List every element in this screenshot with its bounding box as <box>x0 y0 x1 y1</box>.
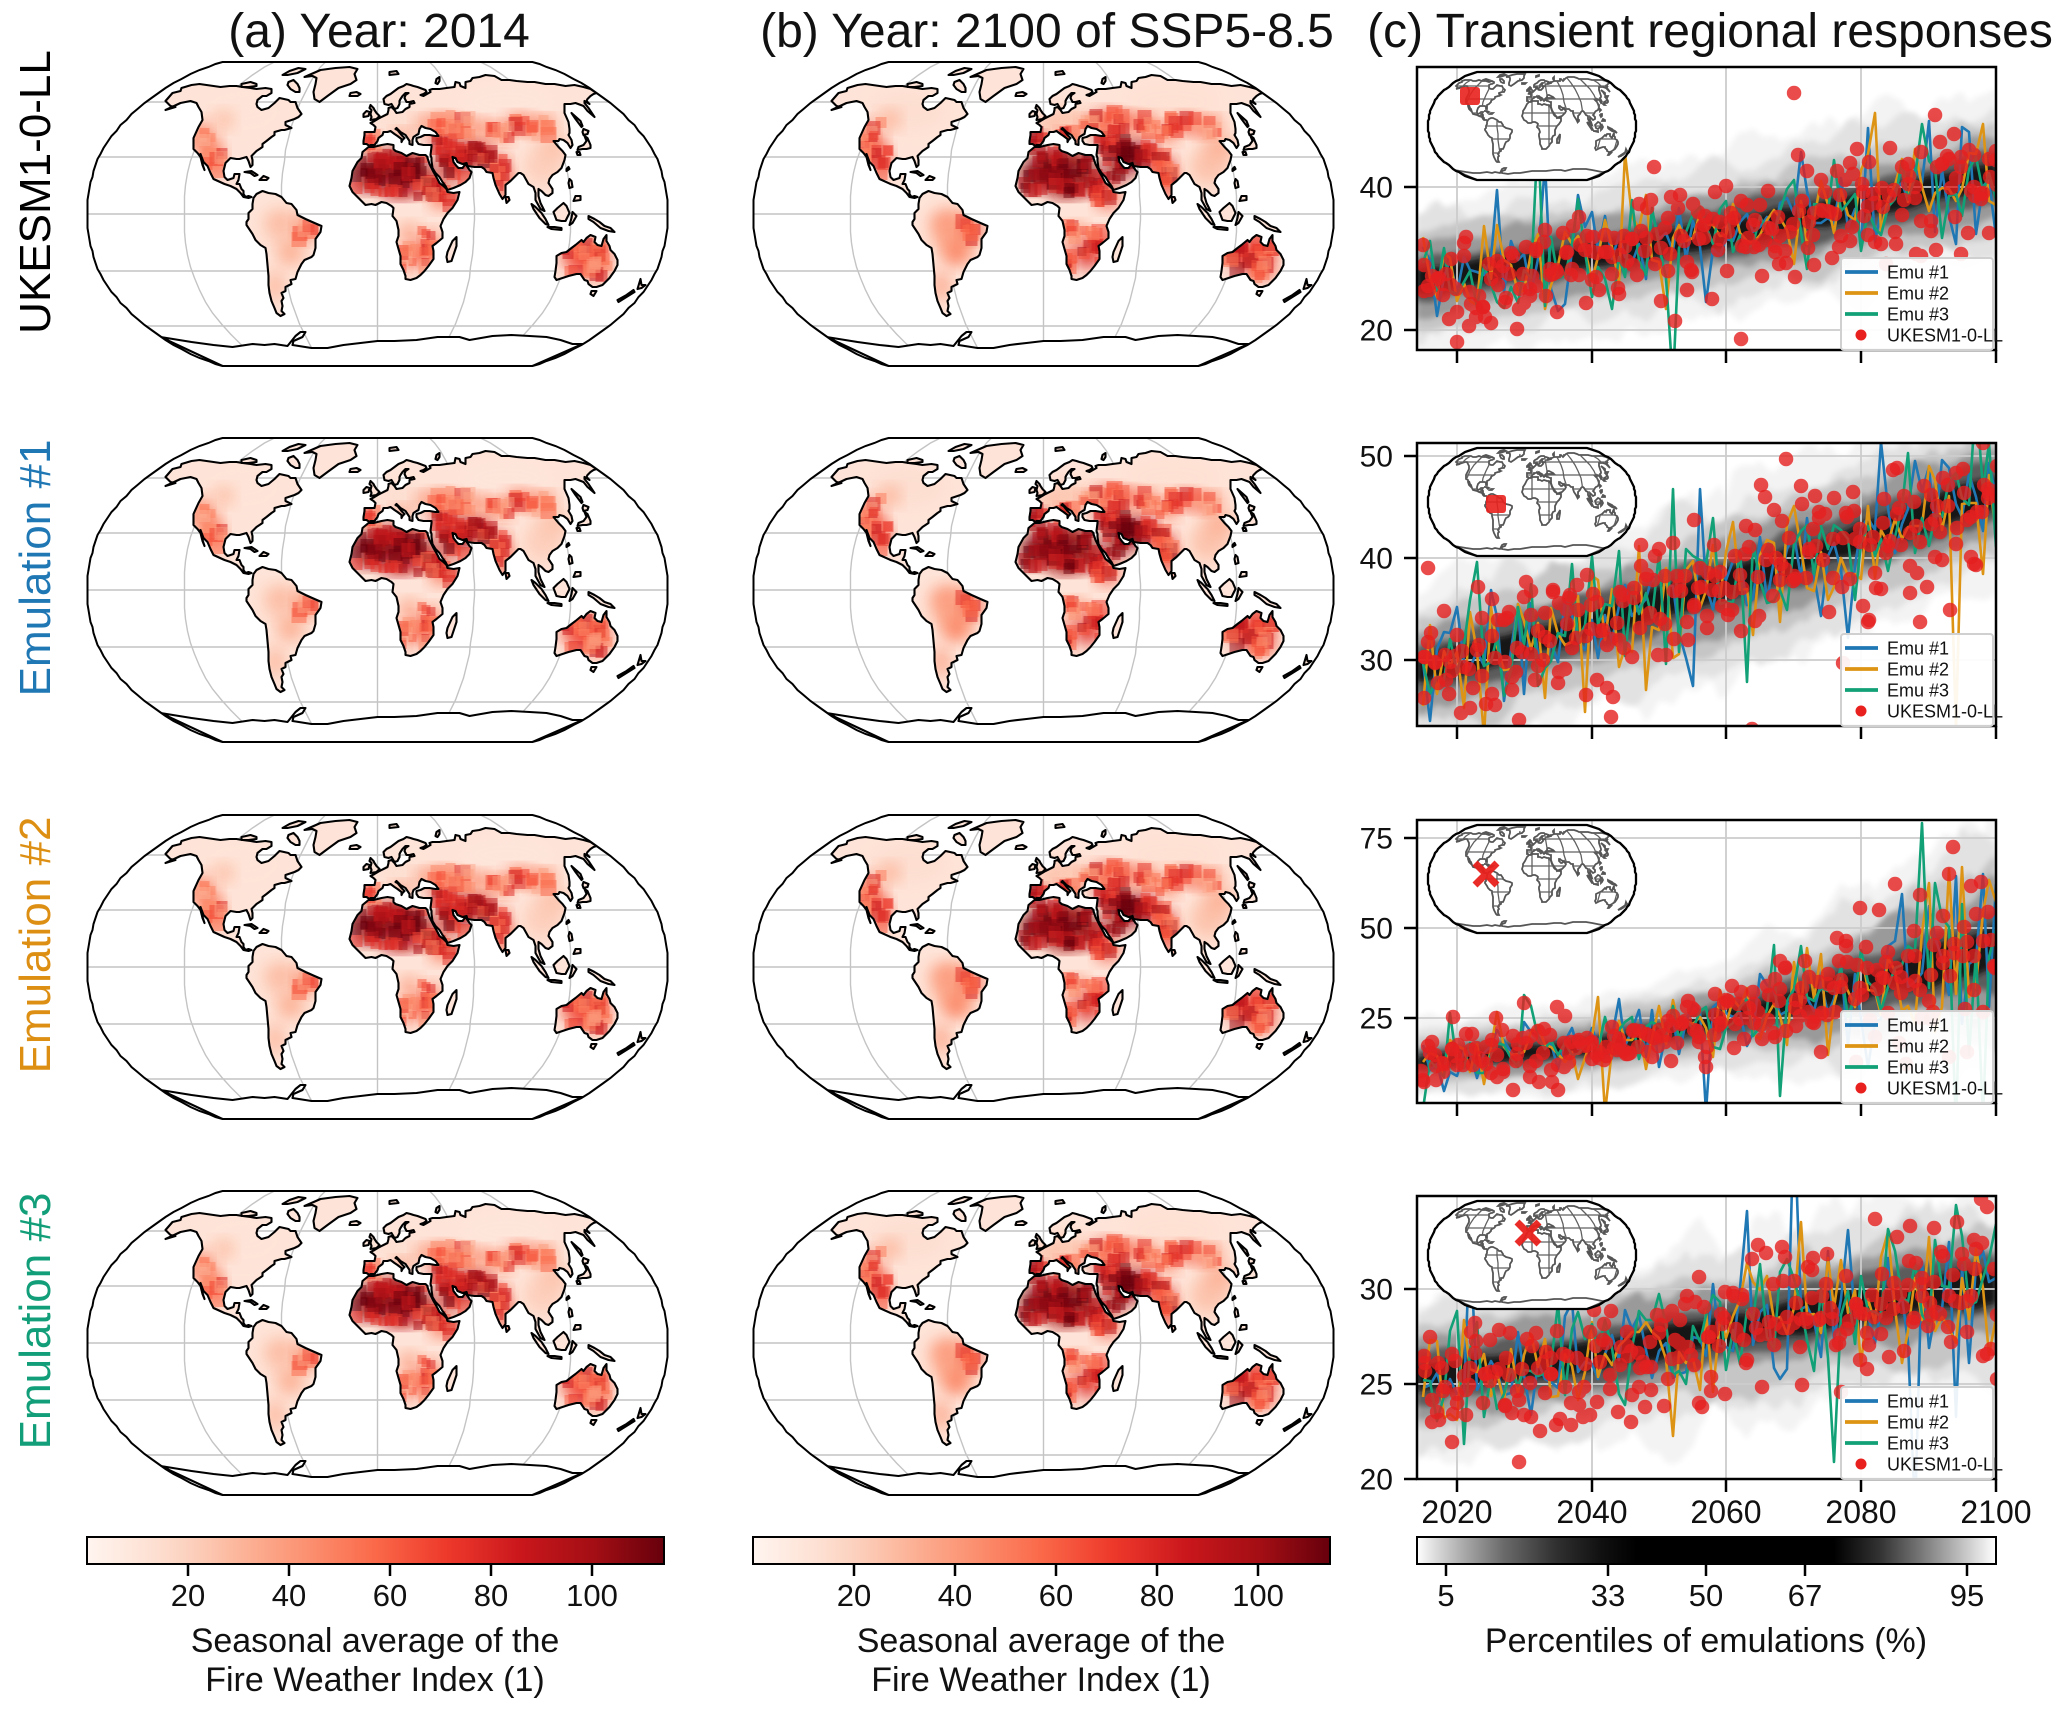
svg-text:67: 67 <box>1788 1578 1822 1613</box>
svg-text:5: 5 <box>1437 1578 1454 1613</box>
svg-text:(b) Year: 2100 of SSP5-8.5: (b) Year: 2100 of SSP5-8.5 <box>760 5 1334 58</box>
svg-text:Fire Weather Index (1): Fire Weather Index (1) <box>205 1661 545 1699</box>
svg-text:Emu #3: Emu #3 <box>1887 681 1949 701</box>
svg-text:Emu #1: Emu #1 <box>1887 639 1949 659</box>
svg-text:UKESM1-0-LL: UKESM1-0-LL <box>1887 1455 2003 1475</box>
svg-text:2080: 2080 <box>1825 1494 1896 1530</box>
svg-text:75: 75 <box>1360 823 1393 856</box>
svg-text:100: 100 <box>566 1578 618 1613</box>
svg-text:20: 20 <box>1360 315 1393 348</box>
svg-text:2100: 2100 <box>1960 1494 2031 1530</box>
svg-text:2040: 2040 <box>1556 1494 1627 1530</box>
svg-text:50: 50 <box>1360 913 1393 946</box>
svg-text:30: 30 <box>1360 1274 1393 1307</box>
svg-text:Emu #2: Emu #2 <box>1887 1413 1949 1433</box>
svg-text:100: 100 <box>1232 1578 1284 1613</box>
svg-text:Emu #3: Emu #3 <box>1887 1434 1949 1454</box>
svg-text:95: 95 <box>1950 1578 1984 1613</box>
svg-text:Emulation #1: Emulation #1 <box>11 440 60 697</box>
svg-text:Emu #3: Emu #3 <box>1887 1058 1949 1078</box>
svg-text:20: 20 <box>171 1578 205 1613</box>
svg-text:50: 50 <box>1689 1578 1723 1613</box>
svg-text:Seasonal average of the: Seasonal average of the <box>857 1622 1226 1660</box>
svg-text:40: 40 <box>1360 543 1393 576</box>
svg-text:25: 25 <box>1360 1003 1393 1036</box>
svg-text:Emu #2: Emu #2 <box>1887 284 1949 304</box>
svg-text:20: 20 <box>837 1578 871 1613</box>
svg-text:Emulation #3: Emulation #3 <box>11 1193 60 1450</box>
svg-text:UKESM1-0-LL: UKESM1-0-LL <box>1887 326 2003 346</box>
svg-text:25: 25 <box>1360 1369 1393 1402</box>
svg-text:UKESM1-0-LL: UKESM1-0-LL <box>1887 1079 2003 1099</box>
svg-text:(a) Year: 2014: (a) Year: 2014 <box>228 5 530 58</box>
svg-text:Emu #2: Emu #2 <box>1887 660 1949 680</box>
svg-text:UKESM1-0-LL: UKESM1-0-LL <box>11 50 60 334</box>
svg-text:Emu #1: Emu #1 <box>1887 263 1949 283</box>
svg-text:Emu #1: Emu #1 <box>1887 1392 1949 1412</box>
svg-text:2060: 2060 <box>1690 1494 1761 1530</box>
svg-text:30: 30 <box>1360 645 1393 678</box>
svg-text:40: 40 <box>1360 172 1393 205</box>
svg-text:(c) Transient regional respons: (c) Transient regional responses <box>1367 5 2053 58</box>
svg-text:Seasonal average of the: Seasonal average of the <box>191 1622 560 1660</box>
svg-text:Emu #2: Emu #2 <box>1887 1037 1949 1057</box>
svg-text:40: 40 <box>938 1578 972 1613</box>
svg-text:Emu #3: Emu #3 <box>1887 305 1949 325</box>
svg-text:33: 33 <box>1591 1578 1625 1613</box>
svg-text:Fire Weather Index (1): Fire Weather Index (1) <box>871 1661 1211 1699</box>
svg-text:60: 60 <box>373 1578 407 1613</box>
svg-text:UKESM1-0-LL: UKESM1-0-LL <box>1887 702 2003 722</box>
svg-text:2020: 2020 <box>1421 1494 1492 1530</box>
svg-text:60: 60 <box>1039 1578 1073 1613</box>
svg-text:80: 80 <box>474 1578 508 1613</box>
svg-text:Emu #1: Emu #1 <box>1887 1016 1949 1036</box>
svg-text:20: 20 <box>1360 1464 1393 1497</box>
svg-text:Emulation #2: Emulation #2 <box>11 817 60 1074</box>
svg-text:80: 80 <box>1140 1578 1174 1613</box>
svg-text:50: 50 <box>1360 441 1393 474</box>
svg-text:Percentiles of emulations (%): Percentiles of emulations (%) <box>1485 1622 1927 1660</box>
svg-text:40: 40 <box>272 1578 306 1613</box>
